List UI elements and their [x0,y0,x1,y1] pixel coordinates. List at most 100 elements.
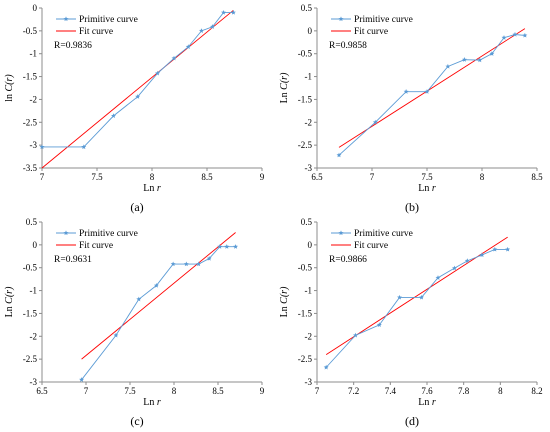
data-point-c [196,261,202,267]
y-tick-label-d: -2 [305,331,313,341]
y-tick-label-c: -3 [30,377,38,387]
y-tick-label-d: -0.5 [298,263,313,273]
legend-label-fit-a: Fit curve [79,27,113,37]
legend-marker-primitive-c [63,230,69,236]
x-tick-label-a: 8.5 [201,172,213,182]
x-axis-label-d: Ln r [418,397,436,408]
data-point-a [171,55,177,61]
x-tick-label-c: 8.5 [212,386,224,396]
chart-panel-d: 7 7.2 7.4 7.6 7.8 8 8.2 0.5 0 -0.5 -1 -1.5 -2 -2.5 -3 L… [279,217,543,408]
y-tick-label-b: 0 [308,26,313,36]
data-point-d [452,265,457,271]
r-value-annotation-d: R=0.9866 [329,255,367,265]
primitive-curve-line-b [338,34,525,156]
data-point-a [185,44,191,49]
y-tick-label-b: -3 [305,163,313,173]
y-tick-label-c: -1 [30,286,38,296]
data-point-d [464,258,470,263]
legend-label-primitive-a: Primitive curve [79,15,138,25]
data-point-a [199,28,204,33]
data-point-b [461,57,467,62]
x-axis-label-b: Ln r [418,183,436,194]
data-point-d [397,294,402,300]
r-value-annotation-a: R=0.9836 [54,41,92,51]
legend-label-primitive-c: Primitive curve [79,229,138,239]
y-tick-label-b: -1.5 [298,94,313,104]
y-tick-label-d: 0 [308,240,313,250]
x-tick-label-b: 7.5 [421,172,433,182]
y-tick-label-c: -0.5 [23,263,38,273]
x-tick-label-d: 8.2 [531,386,542,396]
y-tick-label-c: -2 [30,331,38,341]
y-tick-label-b: -0.5 [298,49,313,59]
data-point-b [336,152,342,158]
x-tick-label-b: 8 [480,172,485,182]
legend-label-fit-d: Fit curve [354,241,388,251]
data-point-a [81,144,87,150]
chart-panel-a: 7 7.5 8 8.5 9 0 -0.5 -1 -1.5 -2 -2.5 -3 -3.5 Ln r ln C… [4,3,265,194]
y-axis-label-b: Ln C(r) [279,72,290,104]
y-tick-label-b: -2 [305,117,313,127]
y-tick-label-d: -1.5 [298,308,313,318]
y-tick-label-b: 0.5 [301,3,313,13]
data-point-c [113,332,119,338]
data-point-b [501,35,507,40]
x-tick-label-a: 9 [260,172,265,182]
y-tick-label-c: 0.5 [26,217,38,227]
y-tick-label-a: -1 [30,49,38,59]
y-tick-label-a: -2.5 [23,117,38,127]
data-point-d [419,294,424,300]
y-tick-label-a: -2 [30,94,38,104]
data-point-c [136,296,142,302]
x-tick-label-c: 8 [172,386,177,396]
data-point-d [435,275,441,280]
data-point-a [135,94,141,99]
x-axis-label-c: Ln r [143,397,161,408]
y-tick-label-d: -1 [305,286,313,296]
fit-curve-line-a [41,9,234,169]
data-point-b [522,32,528,38]
x-tick-label-b: 6.5 [311,172,323,182]
data-point-a [111,113,116,118]
data-point-c [206,255,212,261]
data-point-d [323,364,329,370]
x-tick-label-b: 8.5 [531,172,543,182]
data-point-c [170,261,176,267]
legend-marker-primitive-b [338,16,344,22]
legend-label-primitive-b: Primitive curve [354,15,413,25]
data-point-d [376,322,382,327]
panel-label-b: (b) [405,200,419,214]
x-tick-label-c: 7.5 [124,386,136,396]
data-point-c [233,244,239,249]
panel-label-d: (d) [405,414,419,428]
data-point-c [224,244,230,249]
y-tick-label-a: -1.5 [23,72,38,82]
data-point-b [489,51,495,56]
data-point-b [424,89,430,94]
x-tick-label-d: 7.6 [421,386,433,396]
data-point-b [403,89,409,94]
y-axis-label-c: Ln C(r) [4,286,15,318]
x-tick-label-c: 9 [260,386,265,396]
data-point-b [372,119,378,125]
y-tick-label-a: -0.5 [23,26,38,36]
data-point-b [512,31,518,37]
x-tick-label-b: 7 [370,172,375,182]
data-point-a [155,70,160,76]
data-point-d [353,332,358,338]
y-axis-label-d: Ln C(r) [279,286,290,318]
x-tick-label-d: 7 [315,386,320,396]
y-tick-label-d: -2.5 [298,354,313,364]
legend-marker-primitive-a [63,16,69,22]
y-tick-label-a: -3.5 [23,163,38,173]
y-tick-label-d: -3 [305,377,313,387]
y-tick-label-c: -2.5 [23,354,38,364]
panel-label-a: (a) [130,200,143,214]
data-point-b [445,63,451,69]
primitive-curve-line-d [325,248,508,368]
y-tick-label-a: 0 [33,3,38,13]
y-tick-label-c: 0 [33,240,38,250]
y-tick-label-b: -1 [305,72,313,82]
data-point-c [153,282,159,288]
